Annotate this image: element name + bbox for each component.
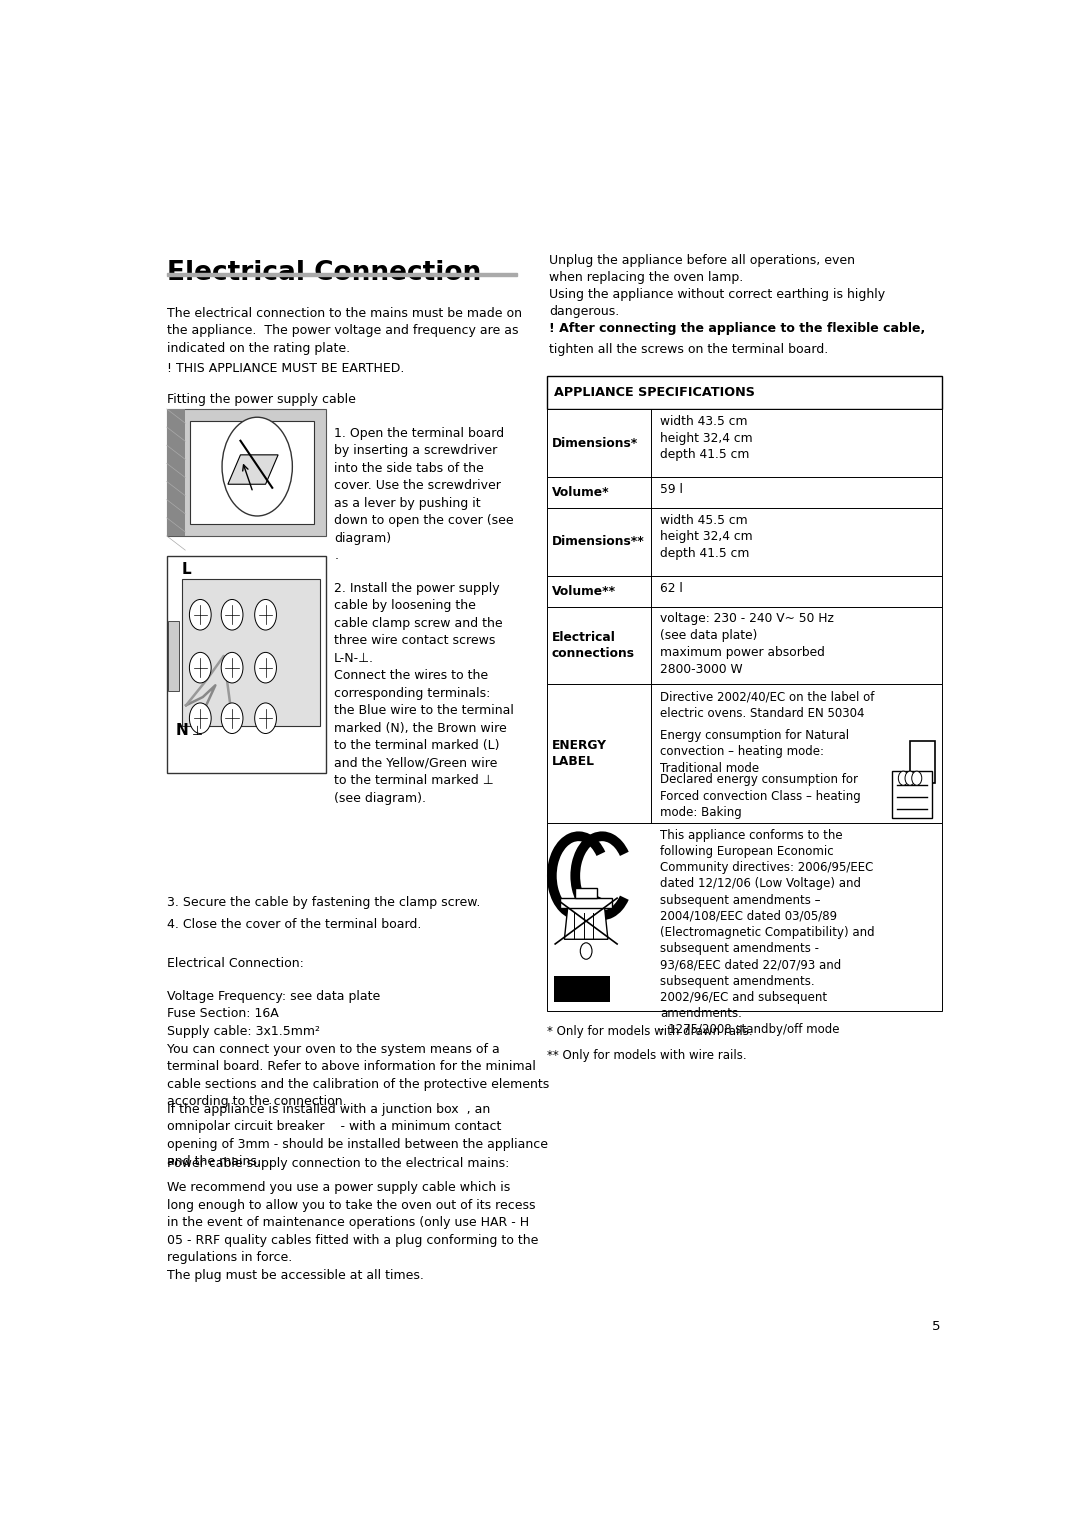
Text: 3. Secure the cable by fastening the clamp screw.: 3. Secure the cable by fastening the cla… [166, 896, 481, 909]
Bar [561, 898, 612, 907]
Circle shape [189, 652, 212, 683]
Text: Voltage Frequency: see data plate
Fuse Section: 16A
Supply cable: 3x1.5mm²: Voltage Frequency: see data plate Fuse S… [166, 989, 380, 1038]
Bar [166, 409, 326, 536]
Circle shape [189, 600, 212, 631]
Bar [546, 684, 942, 823]
Bar [892, 771, 932, 818]
Text: 2. Install the power supply
cable by loosening the
cable clamp screw and the
thr: 2. Install the power supply cable by loo… [334, 582, 514, 805]
Bar [546, 508, 942, 576]
Circle shape [221, 600, 243, 631]
Text: width 45.5 cm
height 32,4 cm
depth 41.5 cm: width 45.5 cm height 32,4 cm depth 41.5 … [660, 513, 753, 560]
Text: APPLIANCE SPECIFICATIONS: APPLIANCE SPECIFICATIONS [554, 386, 754, 399]
Text: Power cable supply connection to the electrical mains:: Power cable supply connection to the ele… [166, 1157, 509, 1170]
Text: You can connect your oven to the system means of a
terminal board. Refer to abov: You can connect your oven to the system … [166, 1043, 549, 1109]
Text: width 43.5 cm
height 32,4 cm
depth 41.5 cm: width 43.5 cm height 32,4 cm depth 41.5 … [660, 415, 753, 461]
Bar [546, 823, 942, 1011]
Circle shape [189, 702, 212, 733]
Text: Using the appliance without correct earthing is highly
dangerous.: Using the appliance without correct eart… [550, 289, 886, 319]
Bar [546, 409, 942, 478]
Text: Electrical Connection:: Electrical Connection: [166, 957, 303, 970]
Text: Energy consumption for Natural
convection – heating mode:
Traditional mode: Energy consumption for Natural convectio… [660, 728, 849, 774]
Bar [546, 576, 942, 606]
Text: 1. Open the terminal board
by inserting a screwdriver
into the side tabs of the
: 1. Open the terminal board by inserting … [334, 426, 514, 562]
Text: ** Only for models with wire rails.: ** Only for models with wire rails. [546, 1049, 746, 1061]
Text: Dimensions*: Dimensions* [552, 437, 638, 449]
Text: 62 l: 62 l [660, 582, 683, 596]
Text: 5: 5 [932, 1321, 941, 1333]
Bar [546, 478, 942, 508]
Circle shape [255, 652, 276, 683]
Text: Electrical Connection: Electrical Connection [166, 260, 481, 286]
Text: ⊥: ⊥ [192, 725, 203, 738]
Text: Unplug the appliance before all operations, even
when replacing the oven lamp.: Unplug the appliance before all operatio… [550, 253, 855, 284]
Bar [190, 421, 314, 524]
Circle shape [899, 771, 908, 785]
Text: 59 l: 59 l [660, 483, 683, 496]
Text: voltage: 230 - 240 V~ 50 Hz
(see data plate)
maximum power absorbed
2800-3000 W: voltage: 230 - 240 V~ 50 Hz (see data pl… [660, 612, 834, 676]
Text: tighten all the screws on the terminal board.: tighten all the screws on the terminal b… [550, 344, 828, 356]
Bar [554, 976, 610, 1002]
Text: Volume**: Volume** [552, 585, 616, 597]
Text: Volume*: Volume* [552, 486, 609, 499]
Text: This appliance conforms to the
following European Economic
Community directives:: This appliance conforms to the following… [660, 829, 875, 1037]
Text: The electrical connection to the mains must be made on
the appliance.  The power: The electrical connection to the mains m… [166, 307, 522, 354]
Bar [166, 409, 186, 536]
Text: Fitting the power supply cable: Fitting the power supply cable [166, 392, 355, 406]
Circle shape [905, 771, 915, 785]
Bar [546, 606, 942, 684]
Text: ENERGY
LABEL: ENERGY LABEL [552, 739, 607, 768]
Polygon shape [228, 455, 279, 484]
Circle shape [221, 652, 243, 683]
Bar [546, 376, 942, 409]
Circle shape [222, 417, 293, 516]
Circle shape [912, 771, 922, 785]
Bar [593, 870, 626, 881]
Text: We recommend you use a power supply cable which is
long enough to allow you to t: We recommend you use a power supply cabl… [166, 1182, 538, 1283]
Bar [181, 579, 320, 727]
Text: N: N [175, 724, 188, 738]
Bar [167, 620, 179, 692]
Circle shape [221, 702, 243, 733]
Text: ! After connecting the appliance to the flexible cable,: ! After connecting the appliance to the … [550, 322, 926, 334]
Bar [576, 887, 597, 898]
Text: Directive 2002/40/EC on the label of
electric ovens. Standard EN 50304: Directive 2002/40/EC on the label of ele… [660, 690, 874, 719]
Bar [166, 556, 326, 774]
Text: Electrical
connections: Electrical connections [552, 631, 635, 660]
Circle shape [580, 942, 592, 959]
Text: Declared energy consumption for
Forced convection Class – heating
mode: Baking: Declared energy consumption for Forced c… [660, 774, 861, 820]
Circle shape [255, 600, 276, 631]
Bar [166, 273, 516, 276]
Text: Dimensions**: Dimensions** [552, 536, 645, 548]
Text: 4. Close the cover of the terminal board.: 4. Close the cover of the terminal board… [166, 918, 421, 931]
Text: * Only for models with drawn rails.: * Only for models with drawn rails. [546, 1025, 753, 1038]
Circle shape [255, 702, 276, 733]
Polygon shape [565, 907, 608, 939]
Text: L: L [181, 562, 191, 577]
Text: ! THIS APPLIANCE MUST BE EARTHED.: ! THIS APPLIANCE MUST BE EARTHED. [166, 362, 404, 376]
Text: If the appliance is installed with a junction box  , an
omnipolar circuit breake: If the appliance is installed with a jun… [166, 1102, 548, 1168]
Bar [910, 741, 935, 783]
